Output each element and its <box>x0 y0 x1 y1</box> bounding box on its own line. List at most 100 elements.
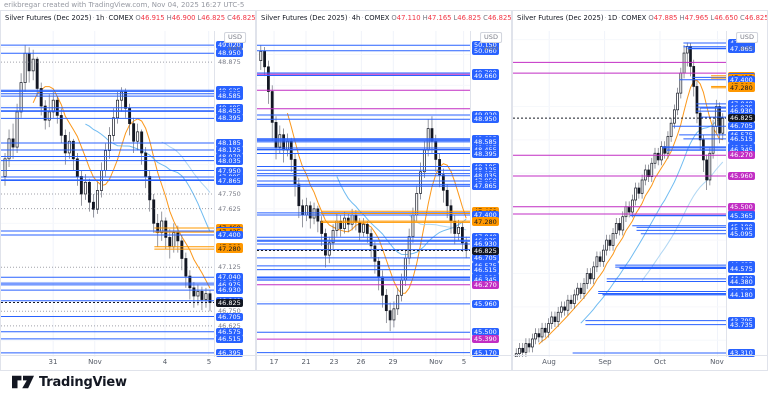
time-tick: Nov <box>88 358 102 366</box>
price-level-label: 45.390 <box>472 335 499 344</box>
price-level-label: 44.180 <box>728 290 755 299</box>
price-level-label: 48.455 <box>216 107 243 116</box>
candlestick-chart-1d[interactable] <box>513 31 726 357</box>
time-tick: Aug <box>542 358 556 366</box>
price-level-label: 47.865 <box>472 182 499 191</box>
chart-layout: Silver Futures (Dec 2025)·1h·COMEX O46.91… <box>0 10 768 371</box>
creation-watermark: erikbregar created with TradingView.com,… <box>4 1 245 9</box>
price-level-label: 50.060 <box>472 46 499 55</box>
price-level-label: 47.040 <box>216 273 243 282</box>
time-axis-4h[interactable]: 17 21 23 26 29 Nov 5 <box>257 355 511 370</box>
tradingview-logo[interactable]: TradingView <box>12 374 127 390</box>
time-tick: 31 <box>48 358 58 366</box>
price-level-label: 47.400 <box>216 231 243 239</box>
price-level-label: 46.625 <box>218 321 241 330</box>
price-level-label: 46.515 <box>216 334 243 343</box>
price-level-label: 48.395 <box>472 149 499 158</box>
price-level-label: 46.705 <box>472 253 499 262</box>
price-level-label: 47.865 <box>216 176 243 185</box>
last-price-label: 46.825 <box>728 114 755 123</box>
price-level-label: 47.400 <box>472 211 499 219</box>
time-axis-1h[interactable]: 31 Nov 4 5 <box>1 355 255 370</box>
price-level-label: 47.125 <box>218 263 241 272</box>
price-level-label: 50.150 <box>472 41 499 50</box>
price-level-label: 48.950 <box>472 115 499 124</box>
time-tick: 4 <box>162 358 168 366</box>
time-tick: Nov <box>429 358 443 366</box>
price-level-label: 46.345 <box>728 146 755 155</box>
price-level-label: 48.950 <box>216 49 243 58</box>
time-axis-1d[interactable]: Aug Sep Oct Nov <box>513 355 767 370</box>
time-tick: Nov <box>710 358 724 366</box>
price-level-label: 47.400 <box>728 75 755 84</box>
time-tick: Oct <box>653 358 667 366</box>
time-tick: Sep <box>598 358 612 366</box>
currency-label[interactable]: USD <box>736 32 758 43</box>
auto-scale-label[interactable]: auto <box>739 44 755 52</box>
price-level-label: 49.660 <box>472 71 499 80</box>
last-price-label: 46.825 <box>472 246 499 255</box>
price-level-label: 47.280 <box>472 218 499 227</box>
price-level-label: 48.125 <box>216 146 243 154</box>
currency-label[interactable]: USD <box>224 32 246 43</box>
tradingview-logo-icon <box>12 375 34 389</box>
price-scale-1h[interactable]: USD auto 49.02048.95048.87548.63548.6254… <box>214 31 255 357</box>
last-price-label: 46.825 <box>216 298 243 307</box>
time-tick: 23 <box>329 358 339 366</box>
panel-1h: Silver Futures (Dec 2025)·1h·COMEX O46.91… <box>0 10 256 371</box>
price-level-label: 47.280 <box>728 83 755 92</box>
price-level-label: 48.585 <box>216 92 243 101</box>
symbol-header-1h[interactable]: Silver Futures (Dec 2025)·1h·COMEX O46.91… <box>5 14 255 22</box>
price-level-label: 47.865 <box>728 44 755 53</box>
price-level-label: 46.515 <box>472 265 499 274</box>
price-level-label: 45.960 <box>728 172 755 180</box>
price-level-label: 49.020 <box>472 111 499 119</box>
price-level-label: 48.395 <box>216 114 243 123</box>
candlestick-chart-1h[interactable] <box>1 31 214 357</box>
price-level-label: 48.875 <box>218 58 241 67</box>
price-level-label: 46.575 <box>216 327 243 336</box>
panel-4h: Silver Futures (Dec 2025)·4h·COMEX O47.11… <box>256 10 512 371</box>
price-level-label: 46.395 <box>216 348 243 357</box>
auto-scale-label[interactable]: auto <box>483 44 499 52</box>
time-tick: 29 <box>388 358 398 366</box>
price-level-label: 45.500 <box>472 328 499 337</box>
time-tick: 26 <box>356 358 366 366</box>
price-level-label: 46.270 <box>472 280 499 289</box>
time-tick: 5 <box>206 358 212 366</box>
price-level-label: 46.930 <box>216 286 243 295</box>
price-level-label: 46.270 <box>728 151 755 160</box>
price-level-label: 47.625 <box>218 204 241 213</box>
price-level-label: 45.960 <box>472 299 499 308</box>
price-level-label: 43.310 <box>728 349 755 357</box>
symbol-header-4h[interactable]: Silver Futures (Dec 2025)·4h·COMEX O47.11… <box>261 14 511 22</box>
price-level-label: 46.705 <box>216 312 243 321</box>
price-scale-4h[interactable]: USD auto 50.15050.06049.70049.66049.0204… <box>470 31 511 357</box>
price-level-label: 43.735 <box>728 320 755 329</box>
price-level-label: 46.345 <box>472 276 499 285</box>
auto-scale-label[interactable]: auto <box>227 44 243 52</box>
panel-1d: Silver Futures (Dec 2025)·1D·COMEX O47.88… <box>512 10 768 371</box>
price-level-label: 47.750 <box>218 190 241 198</box>
price-scale-1d[interactable]: USD auto 47.95047.89547.87047.86547.4604… <box>726 31 767 357</box>
price-level-label: 48.035 <box>472 171 499 180</box>
time-tick: 21 <box>301 358 311 366</box>
price-level-label: 47.950 <box>216 166 243 175</box>
price-level-label: 45.170 <box>472 348 499 357</box>
price-level-label: 46.750 <box>218 307 241 316</box>
time-tick: 5 <box>461 358 467 366</box>
price-level-label: 46.515 <box>728 134 755 143</box>
price-level-label: 48.585 <box>472 137 499 146</box>
candlestick-chart-4h[interactable] <box>257 31 470 357</box>
currency-label[interactable]: USD <box>480 32 502 43</box>
price-level-label: 46.930 <box>728 107 755 116</box>
price-level-label: 44.380 <box>728 277 755 286</box>
price-level-label: 48.185 <box>216 139 243 147</box>
price-level-label: 45.095 <box>728 229 755 238</box>
symbol-header-1d[interactable]: Silver Futures (Dec 2025)·1D·COMEX O47.88… <box>517 14 767 22</box>
tradingview-logo-text: TradingView <box>39 374 127 390</box>
price-level-label: 46.930 <box>472 240 499 248</box>
price-level-label: 48.035 <box>216 156 243 165</box>
price-level-label: 45.500 <box>728 202 755 211</box>
price-level-label: 44.575 <box>728 264 755 273</box>
